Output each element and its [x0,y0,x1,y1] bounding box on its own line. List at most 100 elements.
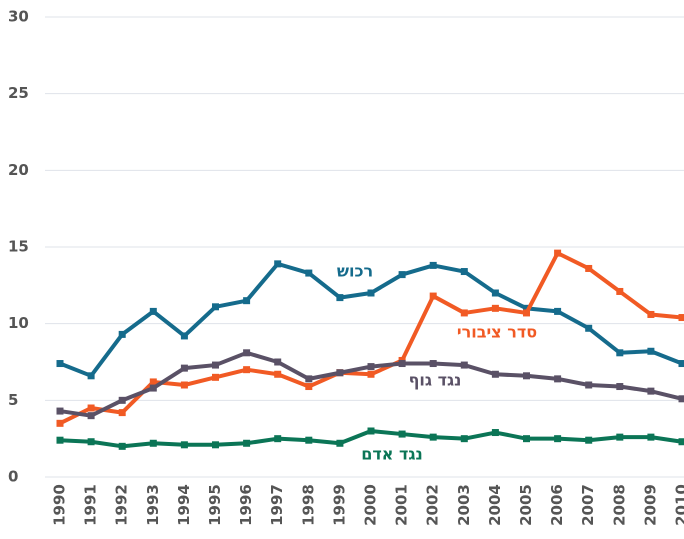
point [585,381,593,389]
x-tick-label: 1991 [82,484,100,526]
x-tick-label: 1990 [51,484,69,526]
point [523,309,530,317]
point [429,360,437,368]
point [585,264,593,272]
point [118,396,126,404]
point [523,372,530,380]
point [336,294,344,302]
x-tick-label: 2006 [548,484,566,526]
point [367,363,375,371]
point [243,439,251,447]
point [305,269,313,277]
point [243,297,251,305]
point [367,370,375,378]
series-label: סדר ציבורי [457,323,537,342]
x-tick-label: 1994 [175,484,193,526]
point [460,435,468,443]
y-tick-label: 10 [8,314,29,332]
point [460,309,468,317]
x-tick-label: 2009 [641,484,659,526]
point [149,307,157,315]
x-tick-label: 2003 [455,484,473,526]
x-tick-label: 2000 [362,484,380,526]
point [274,370,282,378]
point [491,429,499,437]
point [491,370,499,378]
point [523,304,530,312]
point [305,383,313,391]
point [523,435,530,443]
point [647,347,655,355]
point [585,436,593,444]
series-label: נגד אדם [361,445,423,464]
point [460,361,468,369]
point [274,358,282,366]
x-tick-label: 2008 [610,484,628,526]
point [243,349,251,357]
point [212,303,219,311]
x-tick-label: 1998 [299,484,317,526]
point [647,310,655,318]
point [212,373,219,381]
point [616,433,624,441]
point [678,438,684,446]
point [616,349,624,357]
series-label: רכוש [337,262,373,281]
point [554,375,562,383]
point [180,332,188,340]
x-tick-label: 1995 [206,484,224,526]
point [398,271,406,279]
point [180,381,188,389]
point [460,268,468,276]
x-tick-label: 1996 [237,484,255,526]
point [87,404,95,412]
point [647,433,655,441]
point [56,407,64,415]
point [56,360,64,368]
x-tick-label: 2002 [424,484,442,526]
y-tick-label: 5 [8,391,18,409]
point [491,304,499,312]
point [678,395,684,403]
x-tick-label: 2004 [486,484,504,526]
point [274,260,282,268]
point [616,383,624,391]
point [616,287,624,295]
point [647,387,655,395]
point [149,384,157,392]
point [678,360,684,368]
point [149,378,157,386]
point [212,441,219,449]
y-tick-label: 0 [8,468,18,486]
point [367,427,375,435]
point [56,436,64,444]
point [429,433,437,441]
point [274,435,282,443]
y-tick-label: 15 [8,238,29,256]
point [87,412,95,420]
x-tick-label: 2007 [579,484,597,526]
y-tick-label: 20 [8,161,29,179]
point [180,441,188,449]
x-tick-label: 1997 [268,484,286,526]
point [118,409,126,417]
point [398,360,406,368]
x-tick-label: 2001 [393,484,411,526]
x-tick-label: 1992 [113,484,131,526]
point [212,361,219,369]
point [305,436,313,444]
point [398,430,406,438]
point [491,289,499,297]
point [554,249,562,257]
y-tick-label: 25 [8,84,29,102]
point [554,307,562,315]
point [118,442,126,450]
point [180,364,188,372]
point [554,435,562,443]
point [243,366,251,374]
x-tick-label: 1999 [330,484,348,526]
point [56,419,64,427]
point [305,375,313,383]
point [87,438,95,446]
